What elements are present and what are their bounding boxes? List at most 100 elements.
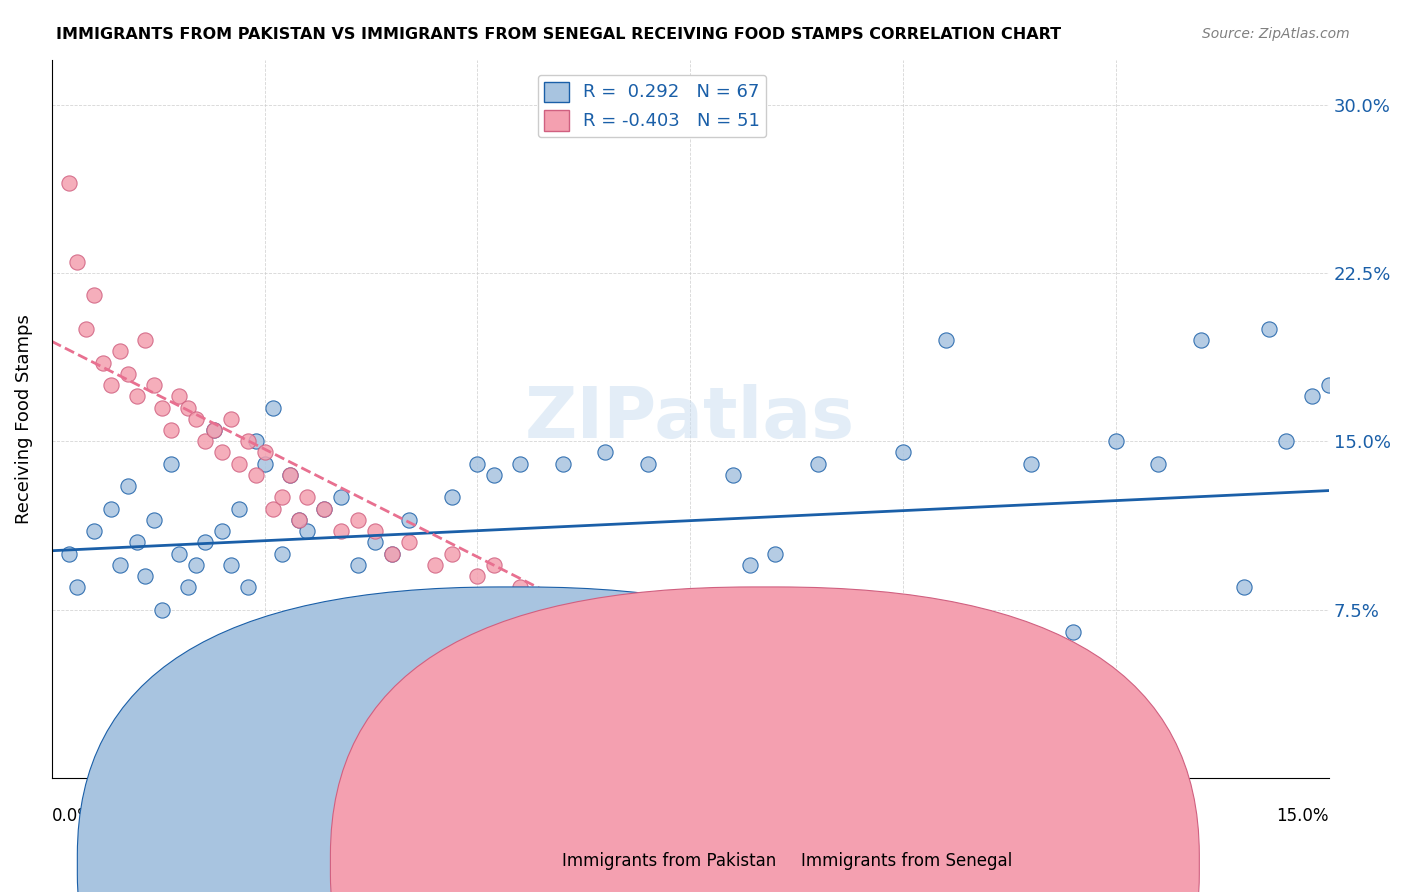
Point xyxy=(467,457,489,471)
Point xyxy=(108,558,131,572)
Point xyxy=(142,513,165,527)
Point xyxy=(679,648,702,662)
Point xyxy=(278,467,301,482)
Point xyxy=(849,681,872,696)
Point xyxy=(219,412,242,426)
Point xyxy=(152,401,174,415)
Point xyxy=(152,602,174,616)
Point xyxy=(620,602,643,616)
Point xyxy=(270,491,292,505)
Point xyxy=(186,558,208,572)
Point xyxy=(108,344,131,359)
Point xyxy=(1189,333,1212,347)
Point xyxy=(262,501,284,516)
Point xyxy=(509,580,531,594)
Point xyxy=(593,704,616,718)
Point xyxy=(704,625,727,640)
Point xyxy=(125,389,148,403)
Y-axis label: Receiving Food Stamps: Receiving Food Stamps xyxy=(15,314,32,524)
Point xyxy=(1105,434,1128,449)
Point xyxy=(295,524,318,538)
Point xyxy=(423,704,446,718)
Point xyxy=(467,569,489,583)
Point xyxy=(484,558,506,572)
Point xyxy=(160,423,183,437)
Point xyxy=(763,547,786,561)
Point xyxy=(891,445,914,459)
Point xyxy=(287,513,309,527)
Point xyxy=(245,467,267,482)
Text: IMMIGRANTS FROM PAKISTAN VS IMMIGRANTS FROM SENEGAL RECEIVING FOOD STAMPS CORREL: IMMIGRANTS FROM PAKISTAN VS IMMIGRANTS F… xyxy=(56,27,1062,42)
Point xyxy=(790,714,813,729)
Point xyxy=(211,524,233,538)
Point xyxy=(330,491,353,505)
Point xyxy=(75,322,97,336)
Point xyxy=(347,558,370,572)
Point xyxy=(278,467,301,482)
Point xyxy=(763,658,786,673)
Point xyxy=(534,648,557,662)
Point xyxy=(440,547,463,561)
Point xyxy=(1233,580,1256,594)
Text: ZIPatlas: ZIPatlas xyxy=(526,384,855,453)
Point xyxy=(125,535,148,549)
Point xyxy=(245,434,267,449)
Point xyxy=(738,558,761,572)
Point xyxy=(177,580,200,594)
Point xyxy=(1258,322,1281,336)
Point xyxy=(440,491,463,505)
Point xyxy=(824,704,846,718)
Point xyxy=(186,412,208,426)
Point xyxy=(484,467,506,482)
Point xyxy=(551,457,574,471)
Point xyxy=(91,356,114,370)
Text: Immigrants from Pakistan: Immigrants from Pakistan xyxy=(562,852,776,870)
Point xyxy=(211,445,233,459)
Point xyxy=(236,434,259,449)
Point xyxy=(194,535,217,549)
Point xyxy=(270,547,292,561)
Point xyxy=(551,591,574,606)
Point xyxy=(1019,457,1042,471)
Point xyxy=(228,457,250,471)
Point xyxy=(262,401,284,415)
Point xyxy=(202,423,225,437)
Point xyxy=(314,501,336,516)
Point xyxy=(849,636,872,650)
Point xyxy=(534,636,557,650)
Point xyxy=(66,580,89,594)
Point xyxy=(1062,625,1084,640)
Point xyxy=(58,547,80,561)
Point xyxy=(134,569,156,583)
Point xyxy=(58,176,80,190)
Point xyxy=(679,625,702,640)
Point xyxy=(807,457,830,471)
Point xyxy=(177,401,200,415)
Point xyxy=(1147,457,1170,471)
Point xyxy=(364,524,387,538)
Point xyxy=(381,547,404,561)
Point xyxy=(194,434,217,449)
Point xyxy=(100,378,122,392)
Point xyxy=(509,457,531,471)
Point xyxy=(330,524,353,538)
Point xyxy=(398,535,420,549)
Point xyxy=(721,648,744,662)
Point xyxy=(202,423,225,437)
Point xyxy=(654,714,676,729)
Point xyxy=(381,547,404,561)
Point xyxy=(169,389,191,403)
Point xyxy=(117,367,139,381)
Point xyxy=(66,254,89,268)
Text: Immigrants from Senegal: Immigrants from Senegal xyxy=(801,852,1012,870)
Point xyxy=(236,580,259,594)
Point xyxy=(100,501,122,516)
Point xyxy=(593,445,616,459)
Point xyxy=(253,457,276,471)
Point xyxy=(398,513,420,527)
Point xyxy=(935,333,957,347)
Point xyxy=(287,513,309,527)
Point xyxy=(219,558,242,572)
Point xyxy=(253,445,276,459)
Text: 0.0%: 0.0% xyxy=(52,806,94,825)
